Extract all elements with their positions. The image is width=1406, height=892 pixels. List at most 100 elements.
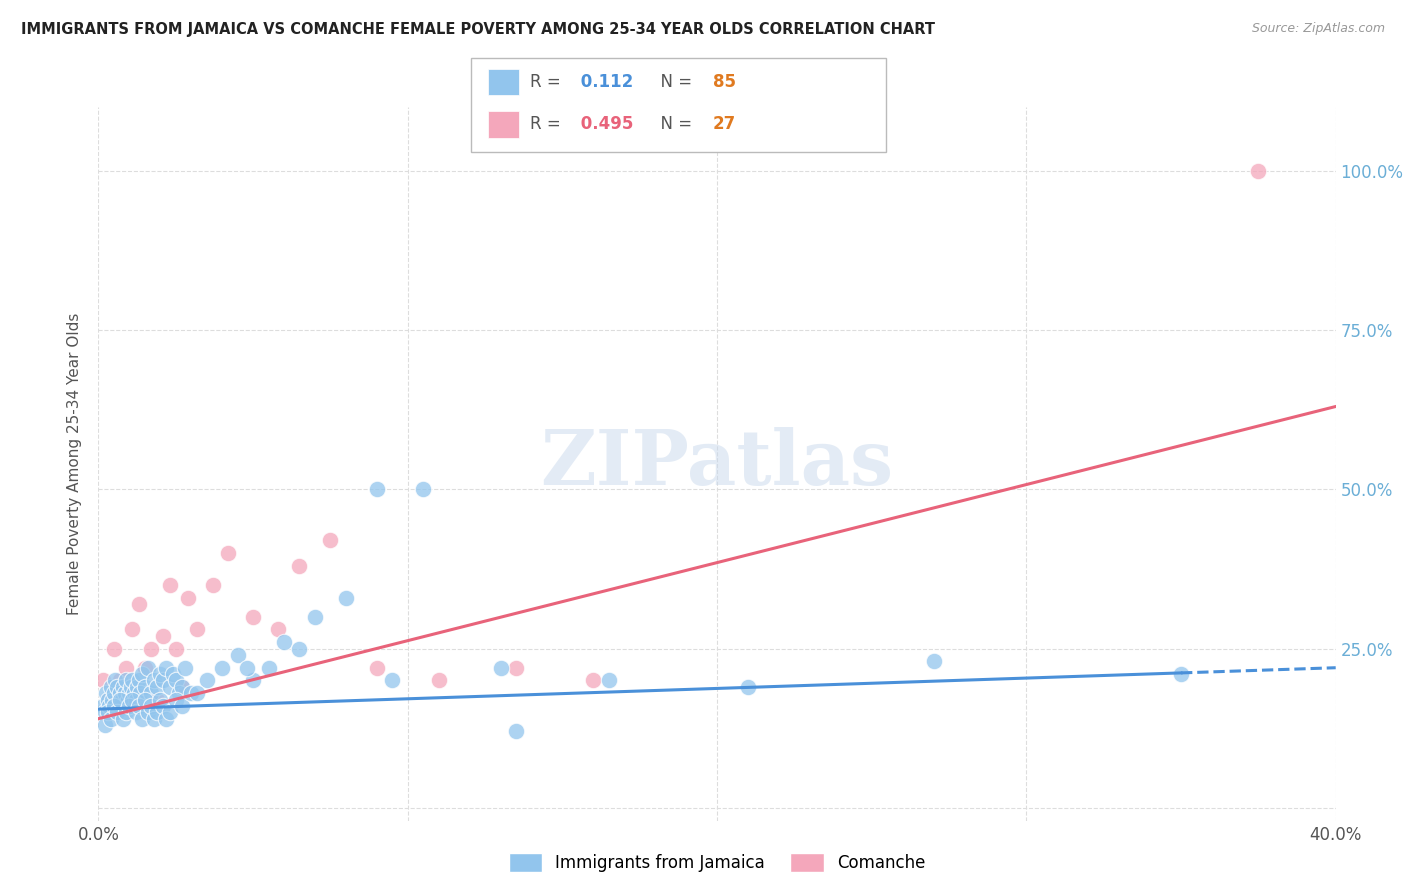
- Point: [489, 661, 512, 675]
- Point: [121, 692, 143, 706]
- Point: [211, 661, 233, 675]
- Point: [505, 724, 527, 739]
- Point: [186, 686, 208, 700]
- Point: [139, 641, 162, 656]
- Text: R =: R =: [530, 73, 567, 91]
- Text: ZIPatlas: ZIPatlas: [540, 427, 894, 500]
- Point: [381, 673, 404, 688]
- Point: [582, 673, 605, 688]
- Point: [93, 706, 115, 720]
- Point: [115, 706, 138, 720]
- Point: [170, 680, 193, 694]
- Point: [114, 686, 136, 700]
- Text: 0.495: 0.495: [575, 115, 634, 133]
- Point: [288, 558, 311, 573]
- Point: [134, 661, 156, 675]
- Point: [242, 609, 264, 624]
- Point: [152, 698, 174, 713]
- Point: [217, 546, 239, 560]
- Point: [226, 648, 249, 662]
- Point: [120, 680, 142, 694]
- Point: [366, 661, 388, 675]
- Text: 0.112: 0.112: [575, 73, 633, 91]
- Point: [111, 692, 134, 706]
- Point: [143, 673, 166, 688]
- Point: [121, 623, 143, 637]
- Point: [159, 706, 181, 720]
- Point: [366, 483, 388, 497]
- Point: [134, 692, 156, 706]
- Point: [149, 692, 172, 706]
- Point: [104, 673, 127, 688]
- Point: [236, 661, 259, 675]
- Point: [149, 667, 172, 681]
- Point: [101, 692, 124, 706]
- Legend: Immigrants from Jamaica, Comanche: Immigrants from Jamaica, Comanche: [501, 844, 934, 880]
- Point: [105, 706, 128, 720]
- Point: [167, 686, 190, 700]
- Point: [136, 706, 159, 720]
- Point: [922, 654, 945, 668]
- Point: [103, 641, 125, 656]
- Point: [121, 673, 143, 688]
- Text: 27: 27: [713, 115, 737, 133]
- Point: [165, 641, 187, 656]
- Point: [195, 673, 218, 688]
- Point: [97, 692, 120, 706]
- Point: [267, 623, 290, 637]
- Point: [115, 673, 138, 688]
- Text: N =: N =: [650, 73, 697, 91]
- Point: [257, 661, 280, 675]
- Y-axis label: Female Poverty Among 25-34 Year Olds: Female Poverty Among 25-34 Year Olds: [67, 313, 83, 615]
- Point: [112, 680, 135, 694]
- Point: [170, 698, 193, 713]
- Point: [128, 673, 150, 688]
- Point: [136, 661, 159, 675]
- Point: [273, 635, 295, 649]
- Point: [108, 692, 131, 706]
- Point: [155, 712, 177, 726]
- Point: [129, 686, 152, 700]
- Point: [737, 680, 759, 694]
- Point: [117, 692, 139, 706]
- Point: [122, 686, 145, 700]
- Point: [177, 591, 200, 605]
- Point: [165, 673, 187, 688]
- Point: [118, 686, 141, 700]
- Point: [152, 629, 174, 643]
- Point: [186, 623, 208, 637]
- Point: [155, 661, 177, 675]
- Point: [304, 609, 326, 624]
- Point: [319, 533, 342, 548]
- Point: [201, 578, 224, 592]
- Point: [288, 641, 311, 656]
- Text: 85: 85: [713, 73, 735, 91]
- Point: [91, 673, 114, 688]
- Point: [124, 692, 146, 706]
- Text: R =: R =: [530, 115, 567, 133]
- Point: [146, 692, 169, 706]
- Point: [128, 597, 150, 611]
- Point: [105, 680, 128, 694]
- Point: [112, 712, 135, 726]
- Point: [165, 692, 187, 706]
- Point: [159, 578, 181, 592]
- Point: [108, 673, 131, 688]
- Point: [124, 706, 146, 720]
- Point: [146, 680, 169, 694]
- Point: [146, 706, 169, 720]
- Text: N =: N =: [650, 115, 697, 133]
- Point: [103, 686, 125, 700]
- Point: [127, 680, 149, 694]
- Point: [100, 680, 122, 694]
- Point: [174, 661, 197, 675]
- Point: [115, 661, 138, 675]
- Point: [93, 718, 115, 732]
- Point: [107, 698, 129, 713]
- Point: [100, 712, 122, 726]
- Point: [427, 673, 450, 688]
- Point: [98, 698, 121, 713]
- Point: [1170, 667, 1192, 681]
- Text: Source: ZipAtlas.com: Source: ZipAtlas.com: [1251, 22, 1385, 36]
- Point: [159, 680, 181, 694]
